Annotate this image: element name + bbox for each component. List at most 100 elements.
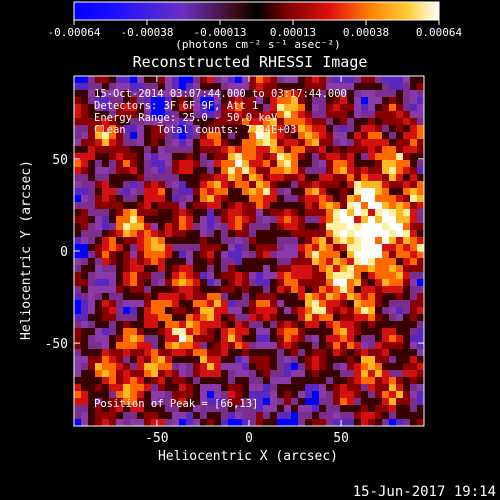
heatmap-cell <box>109 237 117 245</box>
heatmap-cell <box>291 356 299 364</box>
heatmap-cell <box>333 342 341 350</box>
heatmap-cell <box>263 146 271 154</box>
heatmap-cell <box>109 118 117 126</box>
heatmap-cell <box>109 307 117 315</box>
heatmap-cell <box>263 230 271 238</box>
heatmap-cell <box>368 300 376 308</box>
heatmap-cell <box>235 279 243 287</box>
heatmap-cell <box>417 251 424 259</box>
heatmap-cell <box>186 139 194 147</box>
heatmap-cell <box>270 132 278 140</box>
heatmap-cell <box>158 328 166 336</box>
heatmap-cell <box>158 412 166 420</box>
colorbar-tick-label: 0.00038 <box>343 26 389 39</box>
heatmap-cell <box>165 230 173 238</box>
heatmap-cell <box>165 146 173 154</box>
heatmap-cell <box>186 349 194 357</box>
heatmap-cell <box>382 265 390 273</box>
heatmap-cell <box>186 188 194 196</box>
heatmap-cell <box>102 139 110 147</box>
heatmap-cell <box>291 363 299 371</box>
heatmap-cell <box>347 76 355 84</box>
heatmap-cell <box>340 139 348 147</box>
heatmap-cell <box>333 125 341 133</box>
heatmap-cell <box>291 216 299 224</box>
heatmap-cell <box>403 300 411 308</box>
heatmap-cell <box>298 370 306 378</box>
heatmap-cell <box>375 342 383 350</box>
heatmap-cell <box>207 202 215 210</box>
heatmap-cell <box>144 335 152 343</box>
heatmap-cell <box>130 258 138 266</box>
heatmap-cell <box>137 125 145 133</box>
heatmap-cell <box>123 111 131 119</box>
heatmap-cell <box>291 377 299 385</box>
heatmap-cell <box>95 83 103 91</box>
heatmap-cell <box>403 370 411 378</box>
heatmap-cell <box>312 342 320 350</box>
heatmap-cell <box>361 174 369 182</box>
heatmap-cell <box>354 174 362 182</box>
heatmap-cell <box>242 174 250 182</box>
heatmap-cell <box>228 90 236 98</box>
heatmap-cell <box>88 300 96 308</box>
heatmap-cell <box>361 104 369 112</box>
heatmap-cell <box>291 139 299 147</box>
heatmap-cell <box>340 132 348 140</box>
heatmap-cell <box>228 111 236 119</box>
heatmap-cell <box>179 160 187 168</box>
heatmap-cell <box>256 146 264 154</box>
heatmap-cell <box>326 104 334 112</box>
heatmap-cell <box>88 146 96 154</box>
heatmap-cell <box>354 76 362 84</box>
heatmap-cell <box>249 76 257 84</box>
heatmap-cell <box>74 363 82 371</box>
heatmap-cell <box>382 139 390 147</box>
heatmap-cell <box>340 370 348 378</box>
heatmap-cell <box>340 349 348 357</box>
heatmap-cell <box>123 104 131 112</box>
heatmap-cell <box>375 146 383 154</box>
heatmap-cell <box>368 195 376 203</box>
heatmap-cell <box>74 146 82 154</box>
heatmap-cell <box>235 286 243 294</box>
heatmap-cell <box>109 160 117 168</box>
heatmap-cell <box>410 167 418 175</box>
heatmap-cell <box>291 384 299 392</box>
heatmap-cell <box>228 293 236 301</box>
heatmap-cell <box>242 419 250 426</box>
heatmap-cell <box>158 384 166 392</box>
heatmap-cell <box>88 174 96 182</box>
heatmap-cell <box>298 188 306 196</box>
heatmap-cell <box>228 223 236 231</box>
heatmap-cell <box>242 139 250 147</box>
heatmap-cell <box>333 188 341 196</box>
heatmap-cell <box>81 244 89 252</box>
heatmap-cell <box>193 237 201 245</box>
heatmap-cell <box>326 209 334 217</box>
heatmap-cell <box>144 363 152 371</box>
heatmap-cell <box>242 349 250 357</box>
heatmap-cell <box>298 251 306 259</box>
heatmap-cell <box>340 293 348 301</box>
heatmap-cell <box>403 195 411 203</box>
heatmap-cell <box>172 384 180 392</box>
heatmap-cell <box>123 118 131 126</box>
heatmap-cell <box>382 328 390 336</box>
heatmap-cell <box>368 419 376 426</box>
heatmap-cell <box>214 279 222 287</box>
heatmap-cell <box>263 349 271 357</box>
heatmap-cell <box>242 272 250 280</box>
heatmap-cell <box>263 328 271 336</box>
heatmap-cell <box>228 398 236 406</box>
heatmap-cell <box>256 90 264 98</box>
heatmap-cell <box>186 398 194 406</box>
heatmap-cell <box>186 97 194 105</box>
heatmap-cell <box>340 321 348 329</box>
heatmap-cell <box>172 258 180 266</box>
heatmap-cell <box>81 307 89 315</box>
heatmap-cell <box>298 230 306 238</box>
heatmap-cell <box>242 321 250 329</box>
heatmap-cell <box>319 405 327 413</box>
heatmap-cell <box>200 335 208 343</box>
